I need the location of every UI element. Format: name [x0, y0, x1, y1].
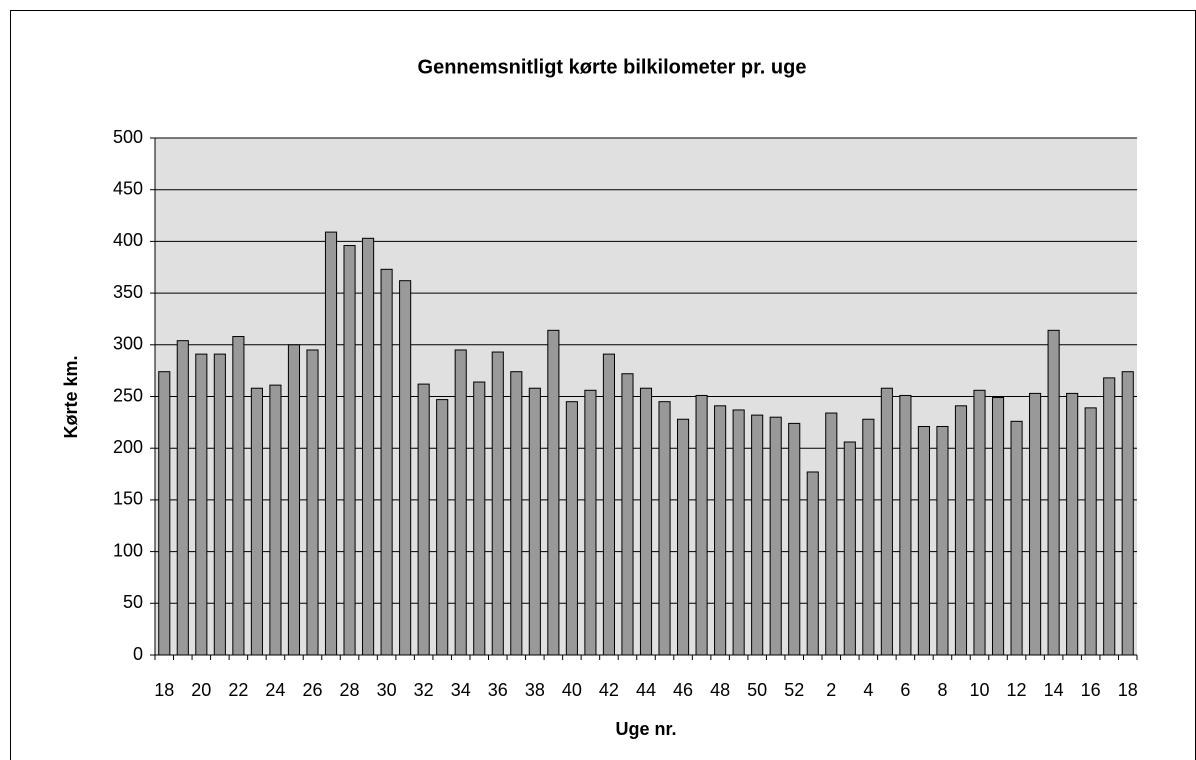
bar	[806, 471, 819, 656]
x-tick-label: 2	[826, 680, 836, 700]
x-tick-label: 6	[900, 680, 910, 700]
bar	[825, 412, 838, 656]
y-tick-label: 200	[113, 437, 143, 457]
x-tick-label: 34	[451, 680, 471, 700]
x-axis-label: Uge nr.	[615, 719, 676, 739]
bar	[324, 231, 338, 656]
bar	[639, 387, 653, 656]
bar	[732, 409, 745, 656]
x-tick-label: 32	[414, 680, 434, 700]
bar	[1121, 371, 1134, 656]
x-tick-label: 44	[636, 680, 656, 700]
bar	[176, 340, 189, 656]
x-tick-label: 50	[747, 680, 767, 700]
y-axis-label: Kørte km.	[61, 355, 81, 438]
bar	[769, 416, 782, 656]
bar	[1010, 420, 1023, 656]
x-tick-label: 16	[1081, 680, 1101, 700]
x-tick-label: 24	[265, 680, 285, 700]
bar	[621, 373, 634, 656]
bar	[250, 387, 263, 656]
y-tick-label: 400	[113, 230, 143, 250]
y-tick-label: 100	[113, 540, 143, 560]
bar	[399, 280, 412, 656]
bar	[510, 371, 523, 656]
bar	[287, 344, 301, 656]
x-tick-label: 26	[302, 680, 322, 700]
bar	[1103, 377, 1116, 656]
bar	[473, 381, 486, 656]
x-tick-label: 46	[673, 680, 693, 700]
bar	[232, 336, 245, 656]
x-tick-label: 20	[191, 680, 211, 700]
y-tick-label: 450	[113, 178, 143, 198]
bar	[695, 394, 708, 656]
y-tick-label: 150	[113, 489, 143, 509]
bar	[528, 387, 541, 656]
bar	[676, 418, 690, 656]
y-tick-label: 500	[113, 127, 143, 147]
x-tick-label: 48	[710, 680, 730, 700]
bar	[269, 384, 282, 656]
bar	[213, 353, 226, 656]
x-tick-label: 10	[969, 680, 989, 700]
bar	[973, 389, 986, 656]
bar	[362, 237, 375, 656]
x-tick-label: 38	[525, 680, 545, 700]
bar	[788, 422, 801, 656]
bar	[306, 349, 319, 656]
bar	[602, 353, 616, 656]
bar	[547, 329, 560, 656]
x-tick-label: 4	[863, 680, 873, 700]
x-tick-label: 42	[599, 680, 619, 700]
bar	[436, 399, 449, 656]
x-tick-label: 40	[562, 680, 582, 700]
x-tick-label: 30	[377, 680, 397, 700]
bar	[843, 441, 856, 656]
bar	[454, 349, 467, 656]
x-tick-label: 52	[784, 680, 804, 700]
bar	[1047, 329, 1060, 656]
bar	[991, 397, 1005, 656]
bar	[584, 389, 597, 656]
bar	[862, 418, 875, 656]
x-tick-label: 22	[228, 680, 248, 700]
bar	[491, 351, 504, 656]
y-tick-label: 0	[133, 644, 143, 664]
x-tick-label: 18	[1118, 680, 1138, 700]
bar	[1066, 392, 1079, 656]
bar	[158, 371, 171, 656]
x-tick-label: 14	[1044, 680, 1064, 700]
bar	[899, 394, 912, 656]
bar	[195, 353, 208, 656]
bar	[751, 414, 764, 656]
bar	[917, 425, 930, 656]
bar	[1029, 392, 1042, 656]
y-tick-label: 350	[113, 282, 143, 302]
bar	[658, 401, 671, 656]
bar	[380, 268, 393, 656]
bar	[565, 401, 578, 656]
chart-title: Gennemsnitligt kørte bilkilometer pr. ug…	[418, 56, 807, 78]
bar	[936, 425, 949, 656]
bar	[417, 383, 430, 656]
x-tick-label: 8	[937, 680, 947, 700]
bar	[880, 387, 893, 656]
x-tick-label: 28	[340, 680, 360, 700]
bar	[714, 405, 727, 656]
x-tick-label: 18	[154, 680, 174, 700]
y-tick-label: 300	[113, 334, 143, 354]
bar	[343, 245, 356, 656]
x-tick-label: 12	[1007, 680, 1027, 700]
bar	[1084, 407, 1097, 656]
bar	[954, 405, 968, 656]
x-tick-label: 36	[488, 680, 508, 700]
y-tick-label: 250	[113, 385, 143, 405]
y-tick-label: 50	[123, 592, 143, 612]
